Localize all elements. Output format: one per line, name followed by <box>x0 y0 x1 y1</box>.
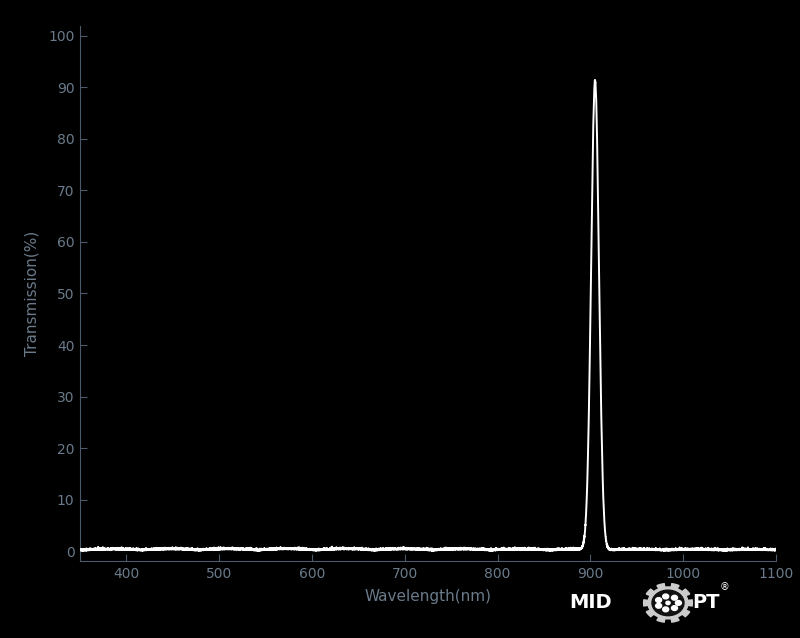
X-axis label: Wavelength(nm): Wavelength(nm) <box>365 590 491 604</box>
Y-axis label: Transmission(%): Transmission(%) <box>25 231 40 356</box>
Text: MID: MID <box>570 593 612 612</box>
Text: PT: PT <box>692 593 719 612</box>
Text: ®: ® <box>720 582 730 592</box>
